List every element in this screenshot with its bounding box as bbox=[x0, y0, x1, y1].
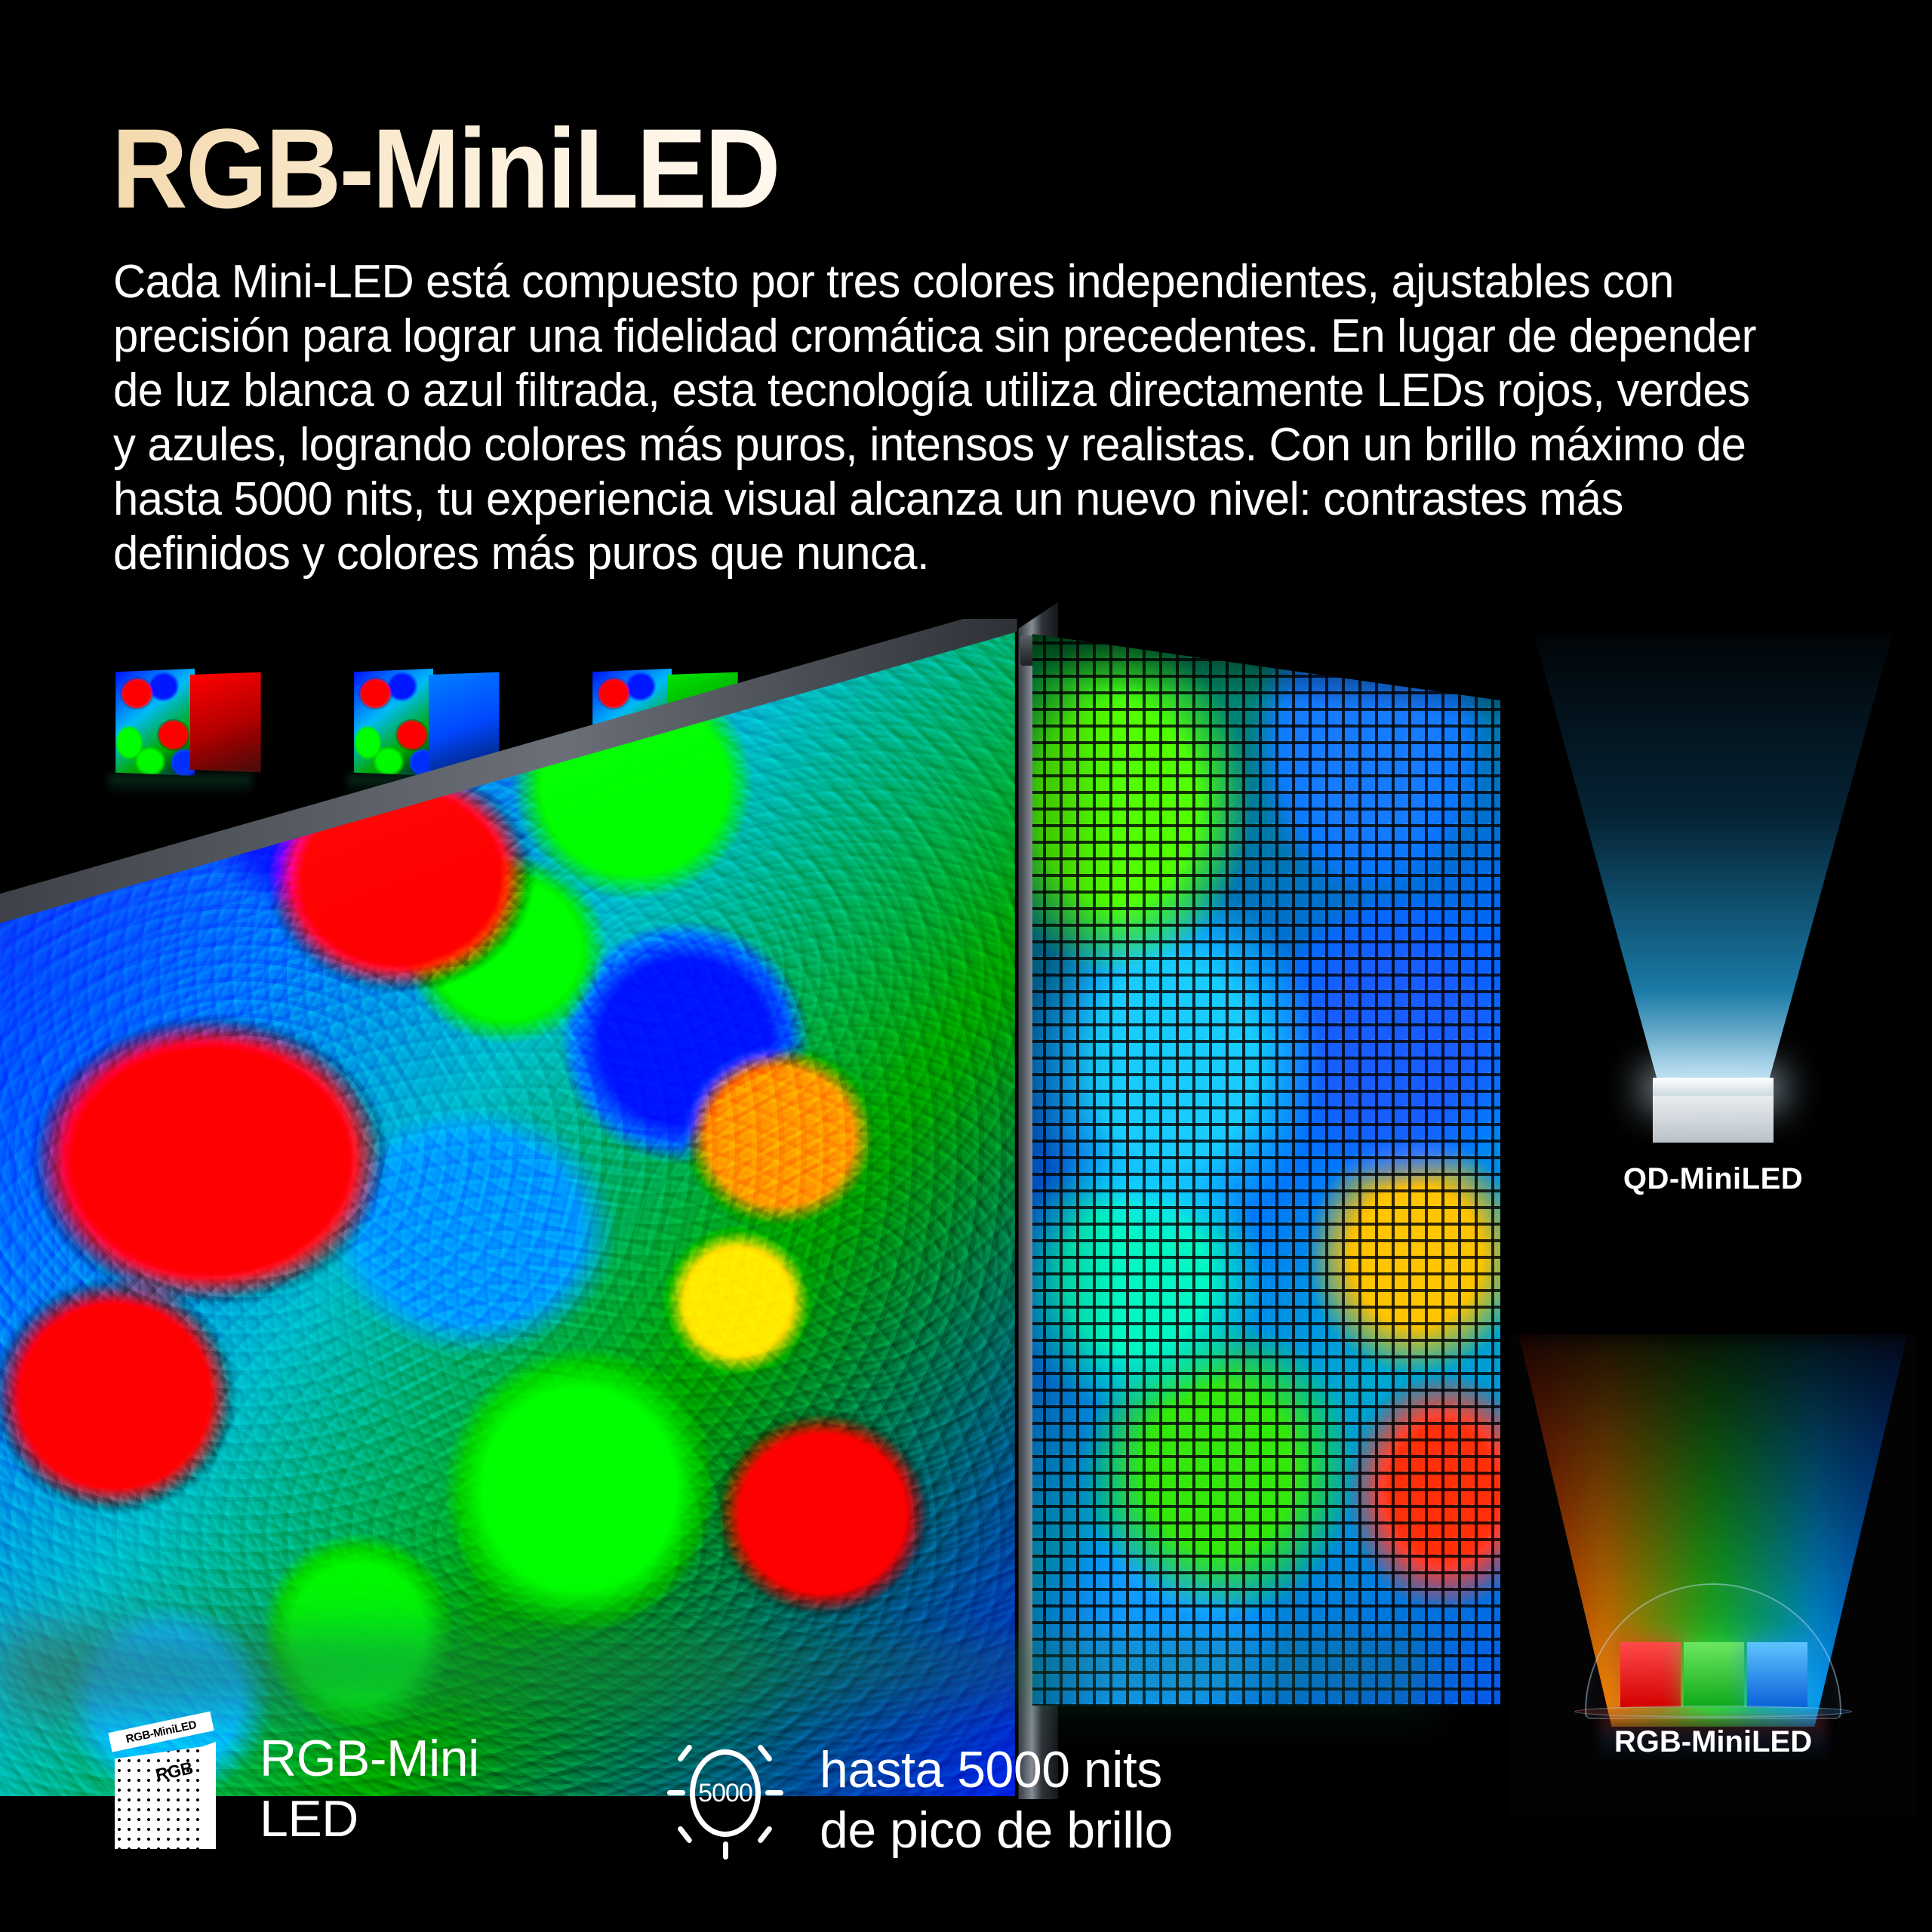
rgb-base-plate bbox=[1574, 1706, 1852, 1718]
feature-line-2: de pico de brillo bbox=[820, 1801, 1173, 1859]
sun-icon-outline bbox=[690, 1749, 761, 1837]
feature-line-1: hasta 5000 nits bbox=[820, 1740, 1162, 1798]
sun-ray bbox=[667, 1790, 685, 1795]
feature-rgb-mini-led-text: RGB-Mini LED bbox=[260, 1728, 479, 1849]
feature-line-1: RGB-Mini bbox=[260, 1729, 479, 1787]
panel-icon-edge bbox=[204, 1742, 216, 1849]
thumbnail-reflection bbox=[109, 774, 252, 800]
led-dot-highlights bbox=[1032, 634, 1500, 1706]
tv-product-image bbox=[0, 602, 1058, 1799]
rgb-chip-green bbox=[1684, 1642, 1744, 1707]
feature-line-2: LED bbox=[260, 1790, 358, 1847]
qd-miniled-diagram: QD-MiniLED bbox=[1509, 634, 1917, 1195]
qd-light-cone bbox=[1534, 634, 1893, 1091]
page-title: RGB-MiniLED bbox=[112, 105, 780, 232]
sun-ray bbox=[765, 1790, 783, 1795]
panel-icon-dots bbox=[115, 1746, 204, 1849]
sun-icon-value: 5000 bbox=[698, 1778, 753, 1807]
rgb-miniled-diagram bbox=[1509, 1334, 1917, 1817]
rgb-led-chips bbox=[1619, 1642, 1809, 1707]
rgb-mini-led-panel-icon: RGB-MiniLED RGB bbox=[108, 1711, 225, 1852]
brightness-sun-icon: 5000 bbox=[664, 1736, 785, 1864]
rgb-reflection bbox=[1600, 1716, 1826, 1761]
tv-screen-glare bbox=[0, 619, 1015, 1796]
tv-thumbnail-red bbox=[106, 664, 261, 800]
qd-led-chip bbox=[1653, 1078, 1774, 1099]
body-paragraph: Cada Mini-LED está compuesto por tres co… bbox=[113, 256, 1757, 580]
sun-ray bbox=[723, 1841, 728, 1860]
rgb-chip-blue bbox=[1747, 1642, 1807, 1707]
mini-led-matrix-panel bbox=[1032, 634, 1500, 1706]
qd-miniled-label: QD-MiniLED bbox=[1623, 1162, 1804, 1195]
rgb-chip-red bbox=[1620, 1642, 1681, 1707]
feature-peak-brightness: 5000 hasta 5000 nits de pico de brillo bbox=[664, 1736, 1173, 1864]
feature-rgb-mini-led: RGB-MiniLED RGB RGB-Mini LED bbox=[108, 1711, 479, 1852]
feature-peak-brightness-text: hasta 5000 nits de pico de brillo bbox=[820, 1740, 1173, 1860]
qd-led-base bbox=[1653, 1096, 1774, 1143]
rgb-miniled-label: RGB-MiniLED bbox=[1614, 1725, 1813, 1758]
